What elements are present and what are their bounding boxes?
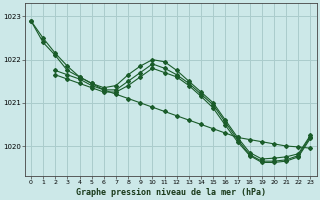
X-axis label: Graphe pression niveau de la mer (hPa): Graphe pression niveau de la mer (hPa) [76, 188, 266, 197]
